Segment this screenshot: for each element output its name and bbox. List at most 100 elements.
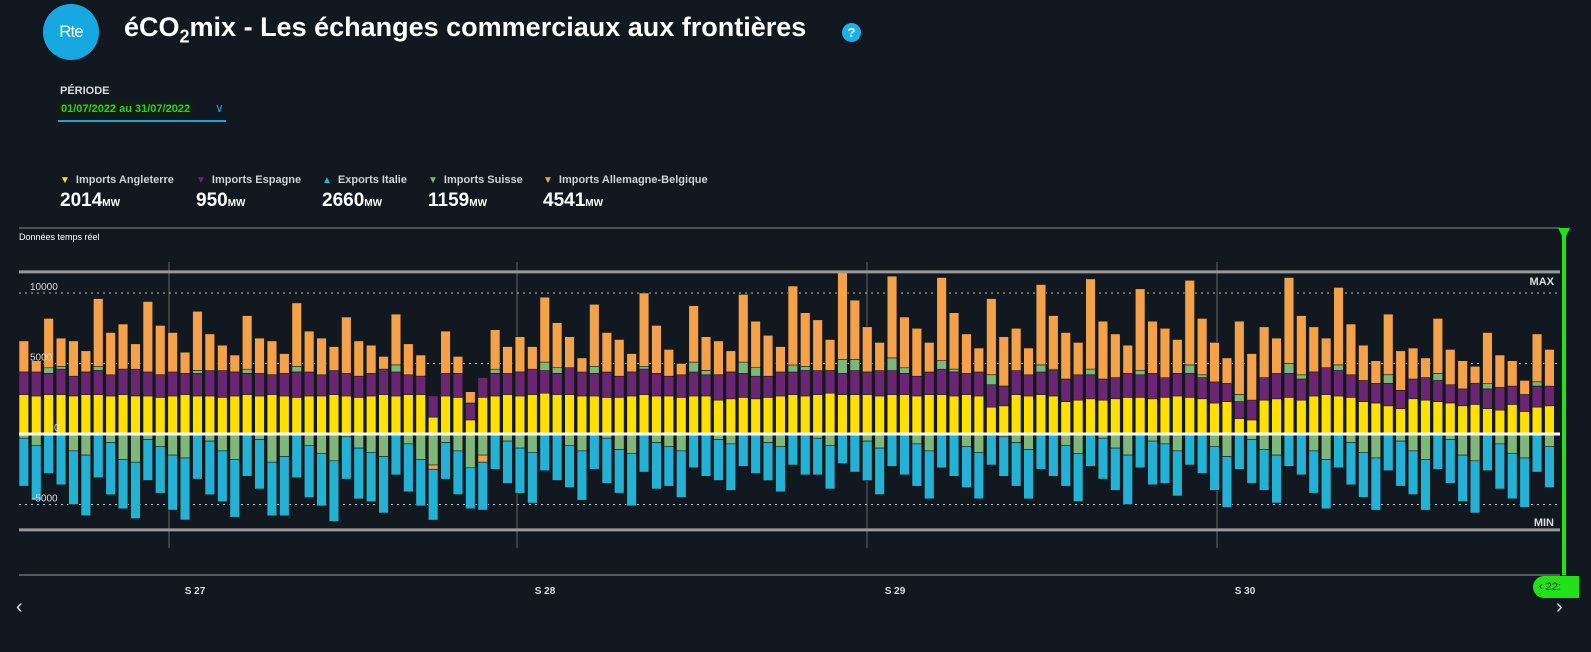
help-icon[interactable]: ? [842,23,861,42]
bar-imports-suisse [1370,433,1381,459]
bar-imports-espagne [539,370,550,394]
bar-imports-allemagne-belgique [167,332,178,373]
bar-exports-italie [68,450,79,505]
bar-imports-angleterre [1184,396,1195,435]
legend-item[interactable]: ▼ Imports Angleterre 2014MW [60,174,174,212]
bar-exports-italie [1023,449,1034,500]
bar-imports-suisse [1544,433,1555,447]
bar-imports-suisse [68,433,79,452]
bar-imports-angleterre [217,396,228,435]
bar-exports-italie [390,433,402,476]
triangle-down-icon: ▼ [543,175,553,186]
bar-exports-italie [1184,433,1195,466]
bar-imports-allemagne-belgique [1296,315,1307,376]
bar-imports-suisse [1432,373,1443,381]
rte-logo[interactable]: Rte [43,4,99,60]
bar-imports-suisse [837,358,848,374]
bar-imports-angleterre [1135,396,1146,435]
bar-imports-espagne [204,370,215,397]
chevron-right-icon[interactable]: › [1556,596,1563,618]
bar-imports-suisse [638,365,650,370]
bar-exports-italie [936,433,947,469]
bar-imports-espagne [328,370,340,395]
bar-imports-espagne [1097,378,1109,401]
bar-imports-suisse [1321,433,1332,460]
bar-exports-italie [254,439,265,490]
bar-imports-suisse [824,433,836,446]
bar-imports-allemagne-belgique [663,349,674,377]
title-part: éCO [124,12,180,42]
time-slider-handle[interactable]: ‹ 22: [1533,576,1579,598]
period-dropdown[interactable]: 01/07/2022 au 31/07/2022 ∨ [58,99,226,122]
bar-exports-italie [1283,433,1295,467]
legend-item[interactable]: ▼ Imports Suisse 1159MW [428,174,523,212]
bar-imports-suisse [1197,374,1208,378]
bar-imports-suisse [849,358,860,371]
bar-imports-espagne [551,373,563,395]
y-tick-label: 5000 [30,353,53,364]
bar-imports-allemagne-belgique [1519,380,1530,395]
bar-imports-angleterre [18,394,29,435]
slider-top-marker [1558,228,1570,240]
bar-imports-allemagne-belgique [415,354,426,377]
bar-exports-italie [43,433,54,474]
bar-imports-angleterre [105,395,116,435]
bar-imports-angleterre [1048,395,1059,435]
bar-exports-italie [1135,433,1146,469]
bar-imports-allemagne-belgique [142,301,153,373]
bar-imports-espagne [1122,373,1133,398]
bar-exports-italie [862,440,873,481]
legend-item[interactable]: ▼ Imports Espagne 950MW [196,174,301,212]
bar-exports-italie [787,433,798,466]
bar-imports-suisse [31,433,42,446]
bar-exports-italie [961,446,972,488]
chevron-left-icon[interactable]: ‹ [16,596,23,618]
bar-exports-italie [1172,450,1183,497]
bar-exports-italie [179,457,191,521]
bar-imports-allemagne-belgique [824,339,836,371]
bar-imports-suisse [415,433,426,460]
bar-imports-allemagne-belgique [589,303,600,367]
bar-imports-angleterre [576,395,588,435]
bar-imports-suisse [1060,433,1071,446]
bar-imports-angleterre [279,395,290,435]
bar-imports-espagne [886,370,898,395]
bar-imports-espagne [589,373,600,397]
bar-imports-suisse [514,433,526,449]
legend-label: Imports Espagne [211,174,302,186]
bar-imports-espagne [824,370,836,394]
bar-imports-angleterre [527,394,538,435]
period-label: PÉRIODE [60,85,110,97]
bar-exports-italie [1507,453,1518,500]
bar-exports-italie [626,453,637,507]
bar-imports-espagne [427,395,439,418]
bar-imports-allemagne-belgique [1308,326,1319,373]
legend-label: Imports Allemagne-Belgique [558,174,708,186]
bar-exports-italie [775,446,786,493]
bar-exports-italie [948,433,960,477]
legend-item[interactable]: ▼ Imports Allemagne-Belgique 4541MW [543,174,708,212]
bar-exports-italie [700,433,712,477]
bar-imports-suisse [1482,382,1493,390]
bar-imports-allemagne-belgique [31,360,42,373]
time-slider-track [1562,230,1566,575]
bar-imports-allemagne-belgique [1407,347,1419,380]
bar-imports-espagne [1308,371,1319,397]
bar-exports-italie [18,437,29,487]
bar-imports-angleterre [80,394,91,435]
legend-item[interactable]: ▲ Exports Italie 2660MW [322,174,407,212]
bar-imports-allemagne-belgique [1184,279,1195,366]
bar-imports-espagne [1060,378,1071,402]
bar-imports-allemagne-belgique [341,316,352,374]
bar-imports-espagne [1197,377,1208,400]
live-data-label: Données temps réel [19,232,100,242]
bar-imports-suisse [1073,433,1084,455]
bar-imports-allemagne-belgique [217,344,228,371]
bar-imports-allemagne-belgique [55,337,67,367]
bar-imports-angleterre [254,395,265,435]
bar-imports-angleterre [266,394,278,435]
bar-imports-suisse [1172,433,1183,452]
bar-imports-espagne [489,373,501,397]
bar-imports-allemagne-belgique [1159,327,1171,378]
bar-imports-angleterre [341,395,352,435]
